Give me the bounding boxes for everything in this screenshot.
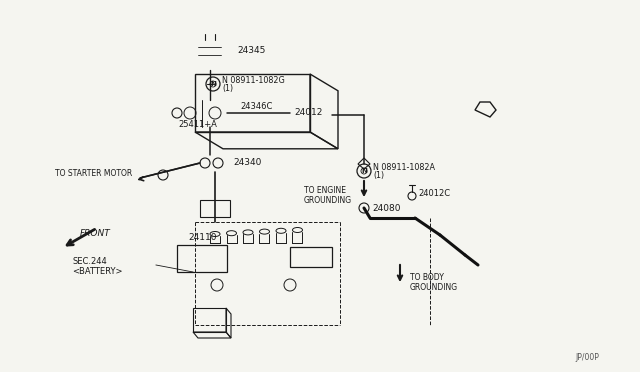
Text: GROUNDING: GROUNDING	[410, 283, 458, 292]
Text: N 08911-1082G: N 08911-1082G	[222, 76, 285, 84]
Text: SEC.244: SEC.244	[72, 257, 107, 266]
Text: 24012: 24012	[294, 108, 323, 116]
Text: 24012C: 24012C	[418, 189, 450, 198]
Text: N 08911-1082A: N 08911-1082A	[373, 163, 435, 171]
Text: 24345: 24345	[237, 45, 266, 55]
Text: 24110: 24110	[188, 232, 216, 241]
Text: 24340: 24340	[233, 157, 261, 167]
Text: 24080: 24080	[372, 203, 401, 212]
Text: (1): (1)	[222, 83, 233, 93]
Text: JP/00P: JP/00P	[575, 353, 599, 362]
Text: N: N	[210, 81, 216, 87]
Text: 25411+A: 25411+A	[178, 119, 217, 128]
Text: GROUNDING: GROUNDING	[304, 196, 352, 205]
Text: 24346C: 24346C	[240, 102, 273, 110]
Text: N: N	[361, 168, 367, 174]
Text: TO BODY: TO BODY	[410, 273, 444, 282]
Text: TO ENGINE: TO ENGINE	[304, 186, 346, 195]
Text: <BATTERY>: <BATTERY>	[72, 267, 122, 276]
Text: TO STARTER MOTOR: TO STARTER MOTOR	[55, 169, 132, 177]
Text: FRONT: FRONT	[80, 228, 111, 237]
Text: (1): (1)	[373, 170, 384, 180]
